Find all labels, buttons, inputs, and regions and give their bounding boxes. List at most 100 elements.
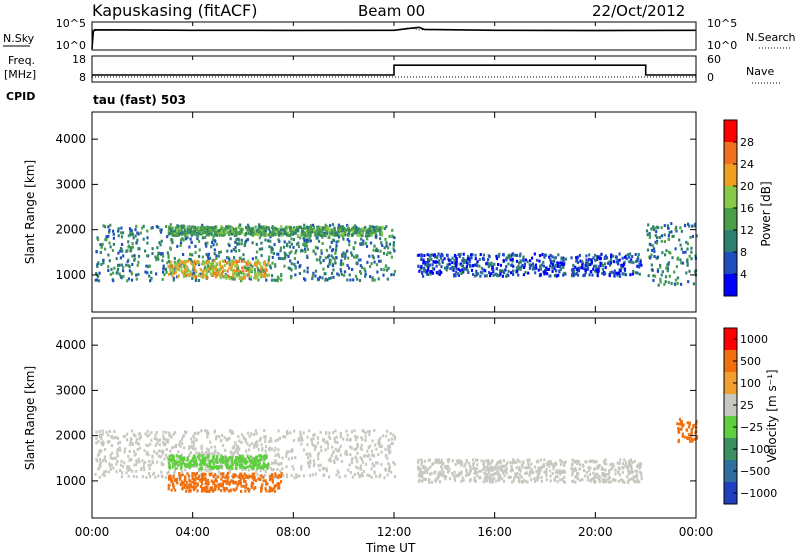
power-cell bbox=[374, 231, 377, 235]
velocity-cell bbox=[227, 471, 230, 475]
velocity-cell bbox=[226, 466, 229, 470]
velocity-cell bbox=[249, 474, 252, 478]
power-cell bbox=[191, 253, 194, 257]
velocity-cell bbox=[518, 460, 521, 464]
power-cell bbox=[695, 234, 698, 238]
power-cell bbox=[685, 240, 688, 244]
power-cell bbox=[126, 248, 129, 252]
power-cell bbox=[628, 260, 631, 264]
velocity-cell bbox=[193, 455, 196, 459]
velocity-cell bbox=[374, 443, 377, 447]
power-cell bbox=[171, 269, 174, 273]
power-cell bbox=[584, 261, 588, 265]
velocity-cell bbox=[378, 441, 381, 445]
velocity-cell bbox=[206, 454, 210, 458]
velocity-cell bbox=[174, 488, 177, 492]
power-cell bbox=[322, 267, 325, 271]
velocity-cell bbox=[200, 468, 203, 472]
velocity-cell bbox=[252, 459, 255, 463]
power-cell bbox=[370, 234, 373, 238]
power-cell bbox=[364, 234, 368, 238]
power-cell bbox=[372, 228, 375, 232]
power-cell bbox=[324, 223, 327, 227]
power-cell bbox=[653, 250, 656, 254]
velocity-cell bbox=[206, 463, 209, 467]
velocity-cell bbox=[156, 460, 159, 464]
power-cell bbox=[194, 269, 197, 273]
power-cell bbox=[97, 262, 100, 265]
power-cell bbox=[484, 269, 487, 273]
velocity-cell bbox=[274, 472, 277, 476]
velocity-cell bbox=[520, 463, 524, 467]
velocity-cell bbox=[592, 476, 595, 480]
velocity-cell bbox=[150, 438, 153, 442]
velocity-cell bbox=[222, 480, 225, 483]
velocity-cell bbox=[223, 456, 226, 460]
x-tick-label: 00:00 bbox=[679, 525, 714, 539]
velocity-cell bbox=[471, 463, 475, 467]
power-cell bbox=[269, 235, 272, 239]
velocity-cell bbox=[392, 433, 395, 437]
power-cell bbox=[521, 264, 524, 267]
power-cell bbox=[506, 256, 509, 260]
velocity-cell bbox=[499, 476, 502, 480]
velocity-cell bbox=[183, 486, 186, 489]
power-cell bbox=[284, 226, 287, 230]
velocity-cell bbox=[277, 429, 280, 433]
power-cell bbox=[206, 227, 209, 231]
velocity-cell bbox=[221, 457, 224, 461]
velocity-cell bbox=[465, 460, 468, 464]
power-cell bbox=[640, 263, 643, 267]
power-cell bbox=[306, 231, 309, 235]
power-cell bbox=[551, 269, 554, 273]
power-cell bbox=[422, 274, 425, 278]
power-cell bbox=[189, 227, 192, 231]
noise-right-label: N.Search bbox=[746, 31, 796, 44]
power-cell bbox=[183, 265, 186, 269]
velocity-cell bbox=[191, 463, 194, 467]
power-cell bbox=[201, 270, 204, 274]
power-cell bbox=[136, 238, 139, 242]
power-cell bbox=[666, 224, 669, 228]
power-cell bbox=[230, 266, 233, 270]
velocity-cell bbox=[594, 480, 597, 484]
velocity-cell bbox=[359, 456, 362, 460]
velocity-cell bbox=[178, 455, 181, 459]
velocity-cell bbox=[264, 445, 268, 449]
power-cell bbox=[551, 259, 554, 263]
power-cell bbox=[609, 271, 612, 275]
velocity-cell bbox=[201, 474, 204, 478]
power-cell bbox=[355, 254, 358, 258]
power-cell bbox=[342, 262, 345, 266]
velocity-cell bbox=[232, 452, 235, 456]
power-cell bbox=[194, 277, 198, 281]
power-cell bbox=[392, 247, 395, 251]
colorbar-segment bbox=[724, 482, 737, 504]
power-cell bbox=[273, 243, 276, 247]
power-cell bbox=[314, 245, 317, 249]
velocity-cell bbox=[163, 457, 166, 461]
power-cell bbox=[366, 260, 369, 264]
power-cell bbox=[229, 229, 232, 233]
power-cell bbox=[316, 246, 319, 250]
velocity-cell bbox=[255, 470, 258, 474]
power-cell bbox=[231, 262, 234, 266]
power-cell bbox=[618, 252, 621, 256]
power-cell bbox=[246, 273, 250, 277]
velocity-cell bbox=[103, 457, 106, 461]
power-cell bbox=[597, 270, 600, 274]
power-cell bbox=[429, 270, 432, 273]
velocity-cell bbox=[442, 470, 445, 474]
velocity-cell bbox=[259, 478, 262, 481]
noise-left-tick-top: 10^5 bbox=[56, 17, 86, 30]
velocity-cell bbox=[255, 445, 258, 449]
power-cell bbox=[283, 251, 286, 255]
power-cell bbox=[292, 238, 295, 242]
colorbar-tick-label: 4 bbox=[740, 268, 747, 281]
power-cell bbox=[289, 226, 292, 229]
velocity-cell bbox=[501, 465, 504, 468]
velocity-cell bbox=[242, 459, 246, 463]
power-cell bbox=[381, 244, 384, 247]
velocity-cell bbox=[504, 468, 508, 472]
velocity-cell bbox=[149, 475, 152, 478]
